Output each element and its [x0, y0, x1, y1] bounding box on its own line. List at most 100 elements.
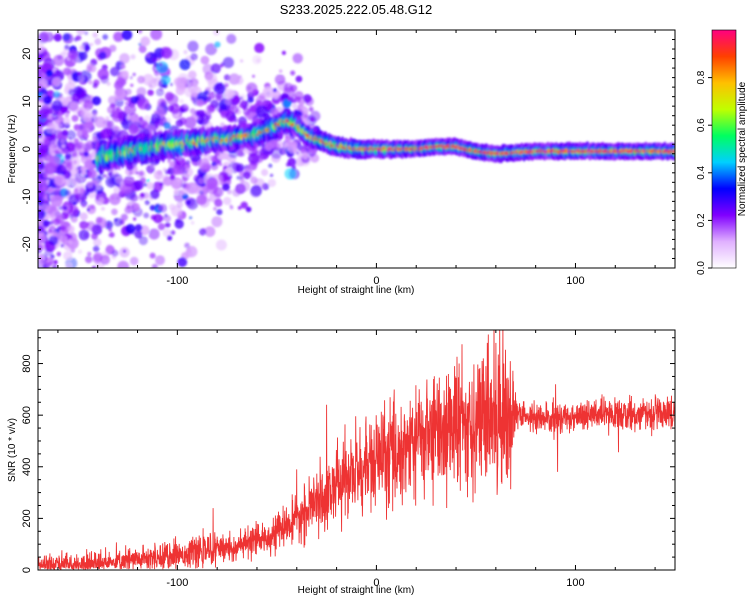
spectral-blob: [208, 104, 215, 112]
spectral-blob: [115, 176, 124, 185]
spectral-blob: [240, 201, 248, 209]
spectral-blob: [50, 230, 58, 238]
spectral-blob: [76, 141, 84, 149]
spectral-blob: [39, 148, 49, 158]
colorbar-tick-label: 0.6: [696, 118, 707, 132]
spectral-blob: [143, 115, 151, 123]
spectral-blob: [68, 240, 73, 245]
spectral-blob: [98, 197, 105, 204]
spectral-blob: [263, 113, 271, 120]
y-tick-label: -10: [21, 189, 33, 205]
spectral-blob: [213, 186, 224, 198]
spectral-blob: [92, 82, 98, 89]
spectral-blob: [150, 30, 163, 41]
colorbar-tick-label: 0.4: [696, 165, 707, 179]
spectral-blob: [137, 30, 143, 34]
spectral-blob: [226, 33, 237, 44]
spectral-blob: [309, 117, 315, 122]
spectral-blob: [164, 169, 171, 175]
spectral-blob: [38, 209, 46, 220]
spectral-blob: [91, 265, 97, 268]
spectral-blob: [211, 161, 217, 167]
spectral-blob: [43, 95, 52, 105]
y-tick-label: 10: [21, 95, 33, 107]
y-tick-label: 200: [21, 509, 33, 527]
spectral-blob: [222, 183, 230, 192]
spectral-blob: [106, 81, 111, 86]
spectral-blob: [60, 225, 66, 231]
spectral-blob: [193, 182, 198, 187]
spectral-blob: [74, 193, 81, 199]
spectral-blob: [77, 75, 85, 82]
x-tick-label: 0: [373, 577, 379, 589]
spectral-blob: [295, 75, 303, 83]
spectral-blob: [109, 193, 121, 206]
spectral-blob: [76, 107, 85, 115]
spectral-blob: [215, 239, 227, 251]
spectral-blob: [100, 128, 112, 140]
spectral-blob: [176, 77, 188, 89]
spectral-blob: [211, 216, 223, 228]
spectral-blob: [187, 82, 199, 94]
spectral-blob: [308, 106, 314, 112]
spectral-blob: [184, 242, 191, 249]
spectral-blob: [223, 196, 232, 206]
spectral-blob: [129, 76, 133, 80]
spectral-blob: [138, 116, 144, 122]
y-tick-label: 400: [21, 458, 33, 476]
spectral-blob: [100, 75, 109, 84]
spectral-blob: [40, 257, 44, 262]
spectral-blob: [149, 204, 156, 211]
spectral-blob: [198, 158, 211, 171]
spectral-blob: [61, 160, 73, 173]
spectral-blob: [160, 47, 173, 59]
spectral-blob: [121, 70, 129, 78]
spectral-blob: [224, 89, 235, 99]
y-tick-label: 0: [21, 567, 33, 573]
spectral-blob: [137, 75, 145, 84]
spectral-blob: [86, 63, 94, 70]
spectral-blob: [109, 232, 115, 238]
spectral-blob: [103, 174, 107, 178]
x-tick-label: -100: [166, 275, 188, 287]
spectral-blob: [53, 33, 62, 42]
spectral-blob: [47, 166, 55, 174]
spectral-blob: [69, 214, 74, 219]
spectral-blob: [255, 105, 268, 117]
spectral-blob: [79, 212, 88, 221]
spectral-blob: [169, 160, 176, 167]
spectral-blob: [298, 144, 302, 149]
spectral-blob: [156, 61, 169, 74]
spectral-blob: [61, 178, 67, 184]
spectral-blob: [138, 42, 142, 47]
spectral-blob: [86, 180, 94, 188]
spectral-blob: [187, 40, 199, 53]
spectral-blob: [143, 212, 150, 219]
spectral-blob: [287, 96, 292, 101]
spectral-blob: [73, 124, 80, 131]
spectral-blob: [81, 166, 86, 171]
spectral-blob: [56, 251, 62, 257]
spectral-blob: [284, 168, 296, 180]
spectral-blob: [222, 57, 234, 69]
spectral-blob: [101, 206, 105, 211]
spectral-blob: [190, 53, 198, 61]
spectral-blob: [169, 82, 174, 87]
spectral-blob: [90, 204, 95, 210]
spectral-blob: [292, 53, 303, 64]
spectral-blob: [208, 91, 216, 100]
spectral-blob: [248, 97, 254, 103]
spectral-blob: [197, 188, 204, 195]
spectral-blob: [38, 52, 43, 62]
spectral-blob: [232, 95, 241, 105]
spectral-blob: [173, 189, 179, 195]
spectral-blob: [48, 58, 52, 62]
spectral-blob: [158, 205, 164, 211]
spectral-blob: [261, 168, 269, 177]
spectral-blob: [83, 100, 94, 111]
spectral-blob: [204, 90, 209, 95]
spectral-blob: [87, 208, 90, 212]
spectral-blob: [114, 80, 124, 91]
